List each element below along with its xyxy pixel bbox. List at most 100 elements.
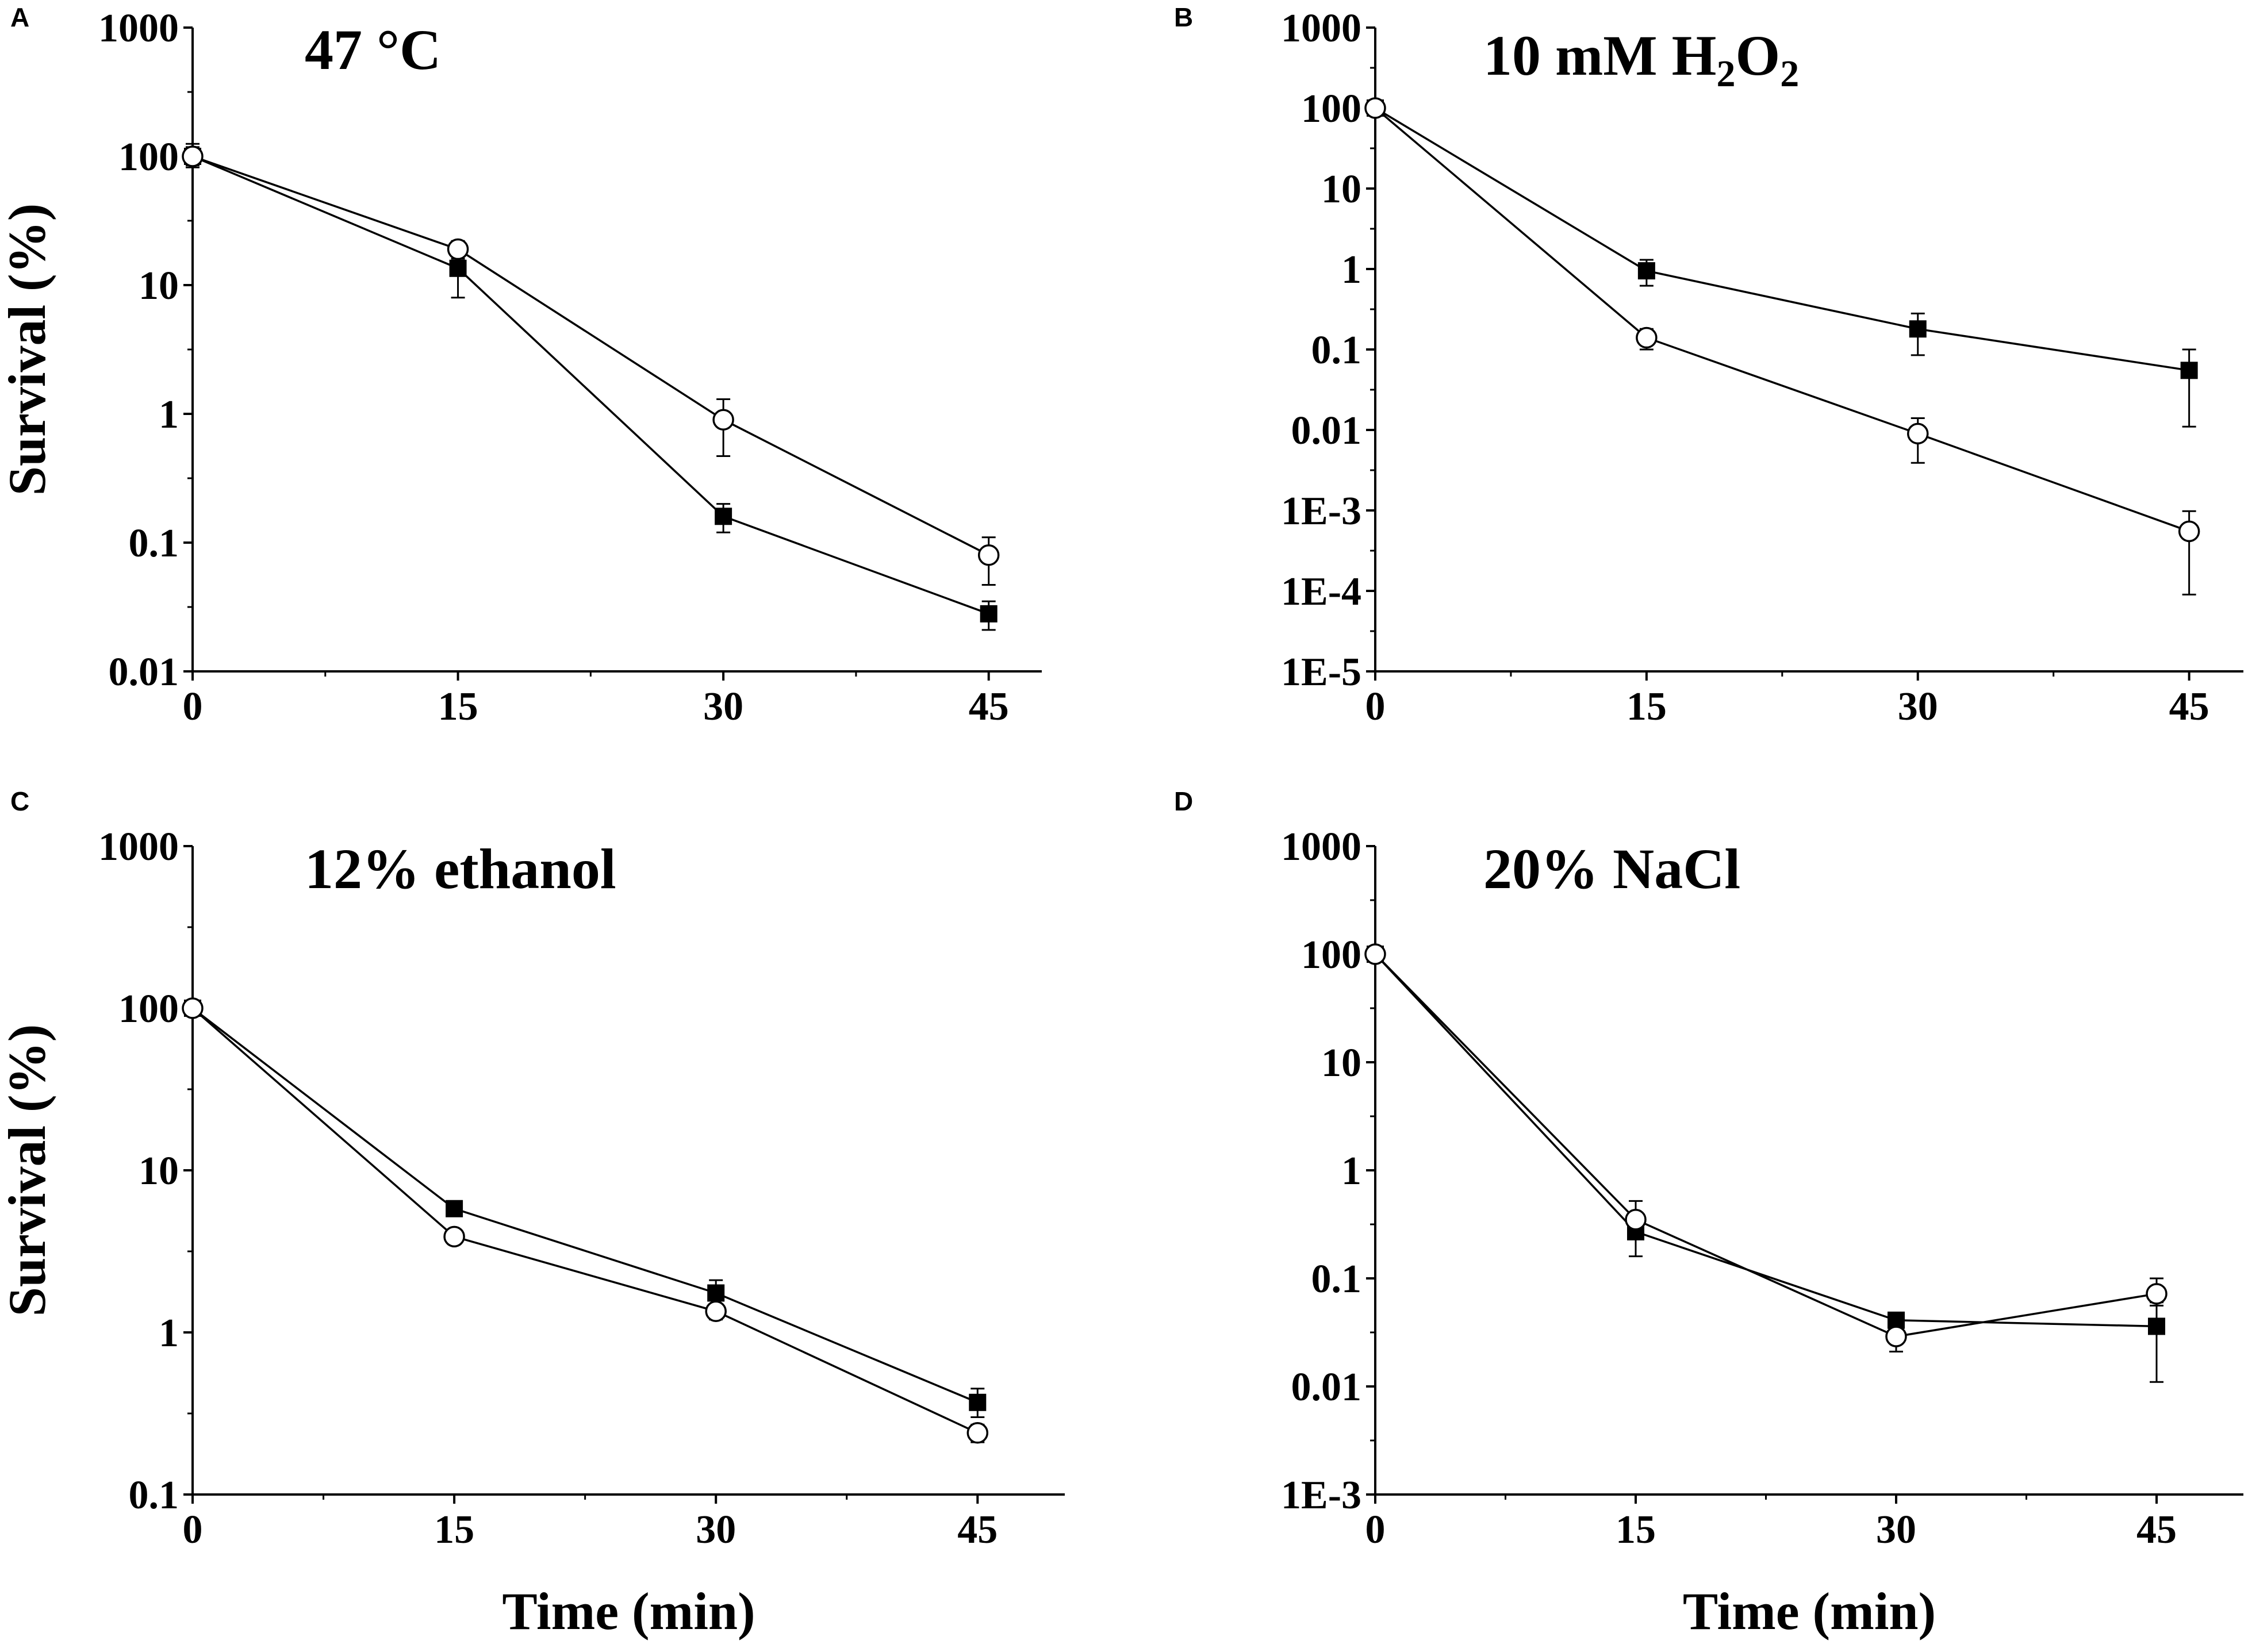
panel-title: 12% ethanol: [305, 837, 616, 901]
data-point-circle: [712, 409, 734, 431]
panel-a: A 47 °C 0.01 0.1 1 10 100 1000 0 15 30 45 Survival (…: [0, 2, 1042, 729]
data-point-square: [1909, 320, 1927, 338]
y-tick-label: 100: [1301, 933, 1361, 977]
y-tick-label: 1: [1341, 1149, 1361, 1193]
y-tick-label: 0.1: [1311, 328, 1362, 372]
data-point-square: [1637, 262, 1655, 280]
y-tick-label: 1: [159, 1311, 179, 1355]
data-point-square: [449, 259, 467, 277]
y-tick-label: 0.1: [129, 1473, 179, 1517]
panel-letter: C: [10, 786, 29, 816]
panel-d: D 20% NaCl 1E-3 0.01 0.1 1 10 100 1000 0 15 30 45 Tim…: [1174, 786, 2243, 1641]
y-tick-label: 0.01: [109, 650, 179, 694]
series-open-circle: [182, 145, 1000, 586]
y-tick-label: 1E-5: [1281, 650, 1361, 694]
series-open-circle: [182, 997, 989, 1444]
panel-title: 47 °C: [305, 18, 441, 82]
x-tick-label: 0: [183, 1508, 203, 1552]
series-line: [1374, 953, 2157, 1328]
data-point-circle: [1636, 326, 1658, 349]
panel-c: C 12% ethanol 0.1 1 10 100 1000 0 15 30 45 Survival…: [0, 786, 1065, 1641]
series-line: [192, 155, 989, 615]
y-axis-label: Survival (%): [0, 1024, 56, 1317]
data-point-square: [715, 508, 732, 525]
data-point-square: [2180, 362, 2198, 379]
data-point-circle: [443, 1225, 465, 1248]
y-tick-label: 1000: [98, 6, 179, 51]
data-point-square: [969, 1393, 987, 1411]
x-tick-label: 0: [1365, 685, 1386, 729]
x-tick-label: 15: [1616, 1508, 1656, 1552]
x-tick-label: 15: [434, 1508, 474, 1552]
data-point-square: [446, 1200, 463, 1217]
data-point-circle: [1885, 1326, 1907, 1347]
y-tick-label: 10: [139, 1149, 179, 1193]
panel-title: 20% NaCl: [1483, 837, 1740, 901]
data-point-circle: [2146, 1283, 2168, 1305]
x-axis-label: Time (min): [1683, 1582, 1936, 1641]
series-line: [191, 1007, 978, 1404]
x-tick-label: 45: [969, 685, 1009, 729]
x-tick-label: 45: [2136, 1508, 2177, 1552]
series-filled-square: [184, 143, 998, 631]
y-tick-label: 1000: [98, 825, 179, 869]
data-point-circle: [1625, 1208, 1647, 1231]
data-point-circle: [2178, 520, 2200, 543]
y-tick-label: 100: [1301, 87, 1361, 131]
y-tick-label: 1E-3: [1281, 1473, 1361, 1517]
data-point-circle: [966, 1422, 989, 1444]
x-tick-label: 30: [1876, 1508, 1916, 1552]
y-tick-label: 10: [1321, 167, 1361, 212]
y-tick-label: 0.01: [1291, 409, 1362, 453]
data-point-circle: [447, 238, 469, 260]
y-tick-label: 0.1: [129, 521, 179, 566]
data-point-circle: [182, 145, 204, 167]
series-line: [192, 155, 989, 556]
y-tick-label: 1E-4: [1281, 570, 1361, 614]
y-tick-label: 1000: [1281, 825, 1361, 869]
x-tick-label: 15: [438, 685, 478, 729]
data-point-square: [707, 1284, 725, 1302]
data-point-circle: [182, 997, 204, 1019]
x-tick-label: 0: [183, 685, 203, 729]
x-tick-label: 45: [2169, 685, 2209, 729]
data-point-square: [2148, 1317, 2165, 1335]
x-tick-label: 15: [1626, 685, 1667, 729]
series-filled-square: [1367, 99, 2198, 428]
x-tick-label: 30: [703, 685, 743, 729]
y-axis-label: Survival (%): [0, 203, 56, 496]
panel-title: 10 mM H2O2: [1483, 24, 1799, 95]
data-point-square: [980, 605, 998, 623]
series-line: [1374, 953, 2157, 1338]
series-open-circle: [1364, 943, 2168, 1353]
y-tick-label: 100: [118, 135, 179, 179]
x-tick-label: 45: [957, 1508, 998, 1552]
y-tick-label: 0.01: [1291, 1365, 1362, 1409]
y-tick-label: 10: [1321, 1041, 1361, 1085]
y-tick-label: 10: [139, 264, 179, 308]
x-axis-label: Time (min): [502, 1582, 755, 1641]
data-point-circle: [705, 1300, 727, 1322]
series-line: [1375, 107, 2189, 372]
x-tick-label: 30: [696, 1508, 736, 1552]
y-tick-label: 1: [1341, 248, 1361, 292]
data-point-circle: [1907, 422, 1929, 445]
x-tick-label: 0: [1365, 1508, 1386, 1552]
y-tick-label: 1000: [1281, 6, 1361, 51]
panel-letter: D: [1174, 786, 1193, 816]
series-line: [1374, 107, 2190, 532]
y-tick-label: 0.1: [1311, 1257, 1362, 1301]
y-tick-label: 100: [118, 987, 179, 1031]
series-line: [191, 1007, 979, 1434]
series-filled-square: [1367, 946, 2165, 1383]
data-point-circle: [1364, 97, 1386, 119]
series-filled-square: [184, 1000, 987, 1418]
x-tick-label: 30: [1898, 685, 1938, 729]
panel-letter: B: [1174, 2, 1193, 32]
panel-letter: A: [10, 2, 29, 32]
y-tick-label: 1: [159, 393, 179, 437]
series-open-circle: [1364, 97, 2200, 596]
data-point-circle: [977, 544, 1000, 566]
panel-b: B 10 mM H2O2 1E-5 1E-4 1E-3 0.01 0.1 1 10 100 1000…: [1174, 2, 2243, 729]
